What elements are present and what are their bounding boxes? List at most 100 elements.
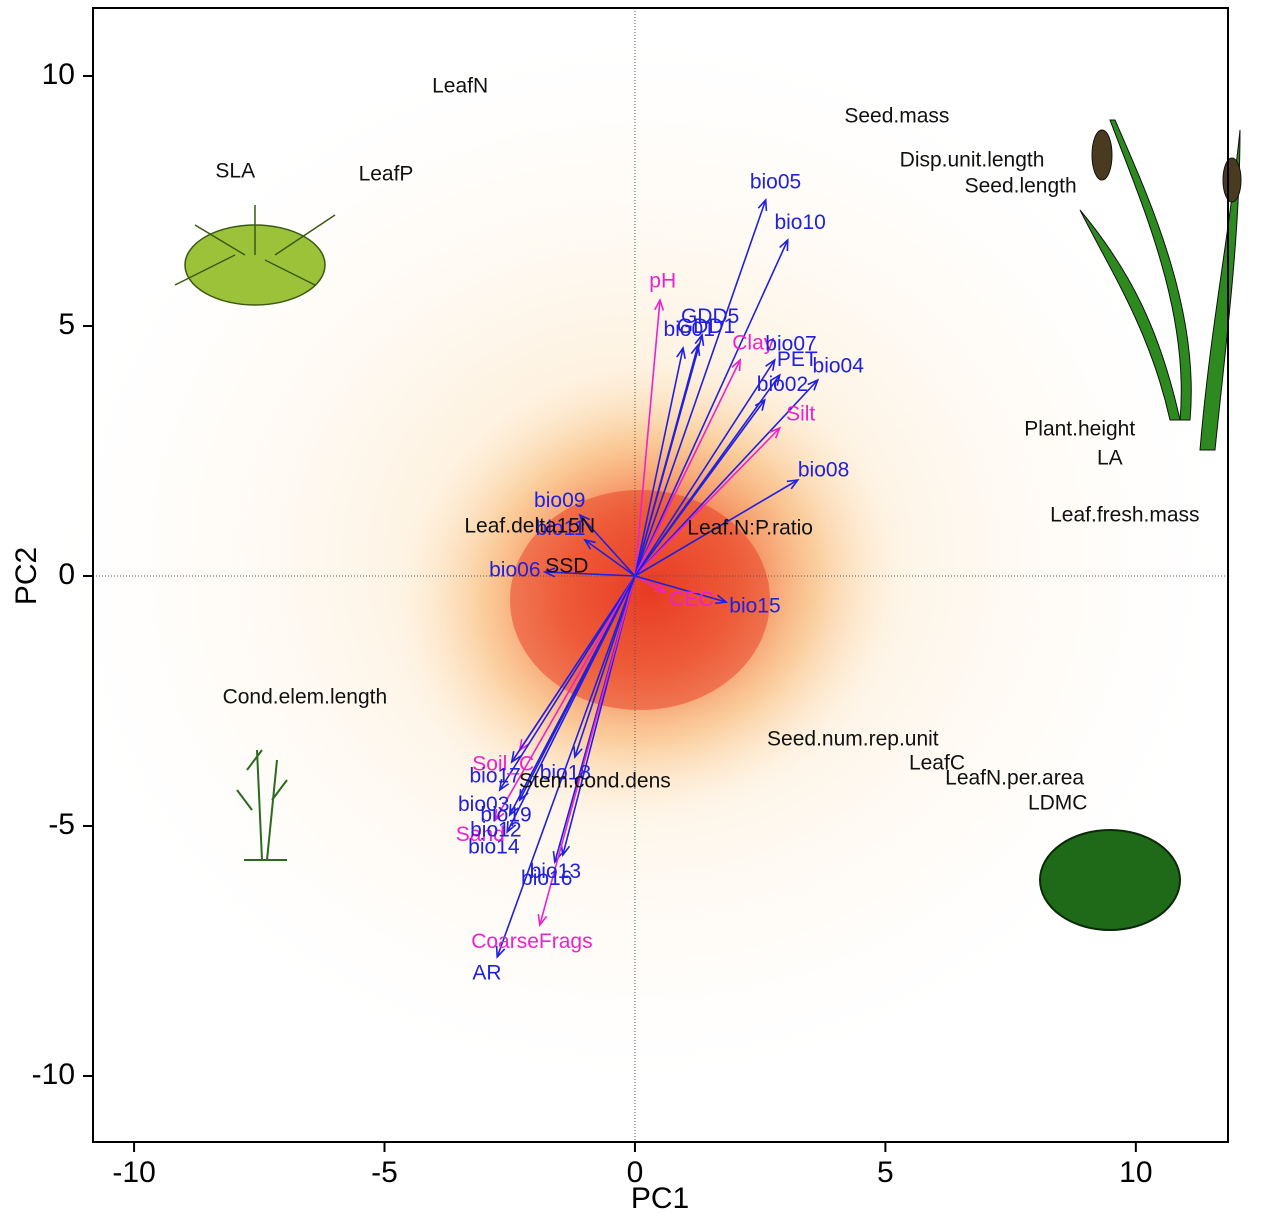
- y-tick-label: 0: [58, 558, 75, 591]
- arrow-head: [653, 582, 667, 593]
- arrow-head: [573, 745, 583, 759]
- arrow-label: GDD5: [681, 305, 739, 328]
- arrow-label: bio05: [750, 171, 801, 194]
- arrow-head: [537, 913, 548, 927]
- trait-label: LDMC: [1028, 792, 1088, 815]
- loading-arrow: [494, 575, 636, 821]
- arrow-head: [498, 779, 510, 792]
- loading-arrow: [634, 359, 741, 577]
- y-tick-label: -5: [48, 808, 75, 841]
- arrow-head: [715, 594, 729, 605]
- x-tick-label: 0: [627, 1156, 644, 1189]
- arrow-head: [779, 238, 789, 252]
- labels: bio05bio10pHGDD5GDD1bio01Claybio07bio04P…: [215, 75, 1199, 985]
- loading-arrow: [634, 199, 767, 577]
- loading-arrow: [634, 344, 699, 577]
- x-tick-label: -10: [112, 1156, 155, 1189]
- arrow-label: bio13: [530, 860, 581, 883]
- loading-arrow: [634, 575, 666, 593]
- arrow-label: Clay: [732, 331, 775, 354]
- arrow-label: bio12: [470, 818, 521, 841]
- arrow-label: bio15: [729, 594, 780, 617]
- arrow-label: PET: [777, 348, 818, 371]
- arrow-head: [560, 844, 571, 857]
- arrow-label: bio08: [798, 458, 849, 481]
- trait-label: Seed.num.rep.unit: [767, 728, 939, 751]
- arrow-head: [494, 808, 505, 822]
- arrow-label: bio10: [774, 211, 825, 234]
- arrow-label: bio11: [536, 517, 586, 540]
- loading-arrow: [506, 575, 636, 833]
- arrow-label: bio14: [468, 836, 520, 859]
- arrow-label: Silt: [786, 403, 815, 426]
- arrow-head: [506, 820, 517, 834]
- trait-label: Plant.height: [1024, 418, 1135, 441]
- loading-arrow: [634, 347, 684, 577]
- arrow-head: [765, 358, 776, 371]
- arrow-head: [583, 538, 596, 550]
- loading-arrow: [544, 571, 635, 577]
- loading-arrow: [574, 575, 636, 758]
- loading-arrow: [634, 299, 661, 577]
- loading-arrow: [496, 575, 636, 958]
- arrow-head: [495, 945, 506, 959]
- trait-label: Stem.cond.dens: [519, 770, 671, 793]
- x-tick-label: -5: [371, 1156, 398, 1189]
- arrow-label: pH: [649, 270, 676, 293]
- trait-label: SLA: [215, 160, 255, 183]
- arrow-label: bio04: [813, 354, 865, 377]
- trait-label: Cond.elem.length: [223, 686, 388, 709]
- arrow-head: [508, 803, 519, 817]
- loading-arrow: [634, 379, 819, 577]
- trait-label: Disp.unit.length: [900, 149, 1045, 172]
- trait-label: Seed.mass: [844, 105, 949, 128]
- arrow-label: GDD1: [677, 315, 735, 338]
- plant-icons: [174, 119, 1242, 931]
- arrow-head: [769, 373, 781, 386]
- loading-arrow: [499, 575, 636, 791]
- arrow-head: [510, 751, 522, 764]
- arrow-head: [578, 513, 591, 526]
- arrow-label: bio19: [480, 804, 531, 827]
- loading-arrow: [579, 514, 636, 577]
- trait-label: LA: [1097, 447, 1123, 470]
- arrow-head: [786, 478, 800, 490]
- arrow-head: [807, 378, 820, 391]
- arrow-label: CoarseFrags: [471, 930, 592, 953]
- arrow-head: [757, 198, 768, 212]
- arrow-label: Sand: [456, 823, 505, 846]
- loading-arrow: [509, 575, 636, 816]
- arrows: [494, 198, 820, 959]
- loading-arrow: [634, 239, 789, 577]
- trait-label: LeafC: [909, 752, 965, 775]
- arrow-head: [694, 333, 705, 347]
- y-tick-label: 5: [58, 308, 75, 341]
- trait-label: LeafP: [359, 163, 414, 186]
- trait-label: Leaf.fresh.mass: [1050, 504, 1199, 527]
- loading-arrow: [634, 399, 766, 577]
- trait-label: Leaf.delta15N: [464, 515, 595, 538]
- x-tick-label: 5: [877, 1156, 894, 1189]
- trait-label: SSD: [545, 555, 588, 578]
- loading-arrow: [634, 479, 799, 577]
- arrow-head: [769, 426, 782, 439]
- x-tick-label: 10: [1119, 1156, 1152, 1189]
- loading-arrow: [539, 575, 636, 926]
- arrow-label: bio01: [664, 318, 715, 341]
- loading-arrow: [634, 359, 776, 577]
- y-tick-label: 10: [42, 58, 75, 91]
- arrow-head: [676, 345, 686, 359]
- arrow-label: CEC: [669, 588, 713, 611]
- arrow-label: bio07: [765, 332, 816, 355]
- arrow-label: bio17: [469, 765, 520, 788]
- arrow-head: [754, 398, 766, 411]
- arrow-head: [654, 297, 665, 311]
- trait-label: LeafN: [432, 75, 488, 98]
- loading-arrow: [584, 539, 636, 577]
- arrow-head: [690, 343, 701, 357]
- trait-label: LeafN.per.area: [945, 767, 1084, 790]
- trait-label: Leaf.N:P.ratio: [687, 517, 813, 540]
- arrow-label: bio18: [540, 762, 591, 785]
- arrow-label: bio06: [489, 559, 540, 582]
- arrow-head: [731, 358, 742, 372]
